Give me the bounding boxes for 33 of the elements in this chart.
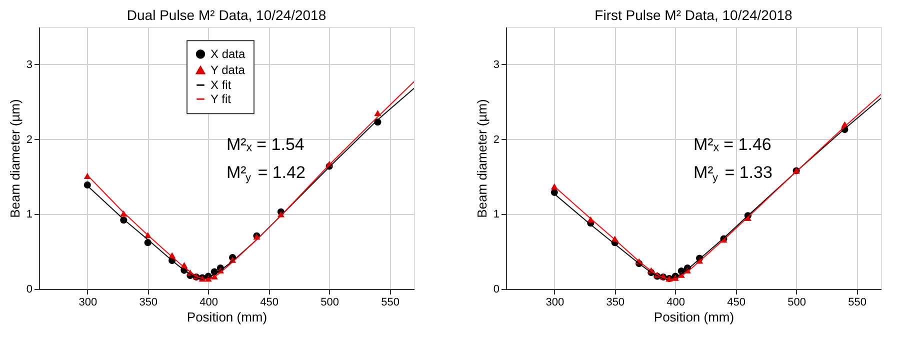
y-tick-label: 2 (26, 134, 32, 146)
x-tick-label: 300 (78, 296, 98, 308)
annotation: M²ₓ = 1.54 (226, 134, 304, 154)
y-tick-label: 0 (26, 284, 32, 296)
x-tick-label: 550 (381, 296, 400, 308)
point (84, 181, 91, 188)
x-axis-title: Position (mm) (186, 310, 268, 324)
y-axis-title: Beam diameter (µm) (7, 99, 22, 218)
y-tick-label: 0 (493, 284, 500, 296)
x-axis-title: Position (mm) (654, 310, 734, 324)
x-tick-label: 350 (139, 296, 158, 308)
chart-title: Dual Pulse M² Data, 10/24/2018 (126, 7, 326, 23)
y-tick-label: 1 (493, 208, 500, 221)
x-tick-label: 400 (200, 296, 218, 308)
y-tick-label: 2 (493, 134, 500, 146)
x-tick-label: 350 (606, 296, 625, 308)
legend-label: X fit (210, 78, 232, 92)
legend-label: Y fit (210, 92, 232, 106)
y-axis-title: Beam diameter (µm) (474, 99, 490, 218)
y-tick-label: 3 (493, 58, 500, 71)
legend-label: Y data (210, 63, 246, 78)
x-tick-label: 400 (666, 296, 686, 308)
y-tick-label: 3 (26, 58, 32, 71)
legend-label: X data (210, 47, 246, 62)
y-tick-label: 1 (26, 208, 32, 221)
x-tick-label: 500 (788, 296, 806, 308)
x-tick-label: 500 (320, 296, 339, 308)
annotation: M²ₓ = 1.46 (694, 134, 772, 154)
chart-title: First Pulse M² Data, 10/24/2018 (594, 7, 793, 23)
x-tick-label: 450 (260, 296, 279, 308)
x-tick-label: 450 (727, 296, 746, 308)
x-tick-label: 300 (546, 296, 564, 308)
x-tick-label: 550 (848, 296, 866, 308)
